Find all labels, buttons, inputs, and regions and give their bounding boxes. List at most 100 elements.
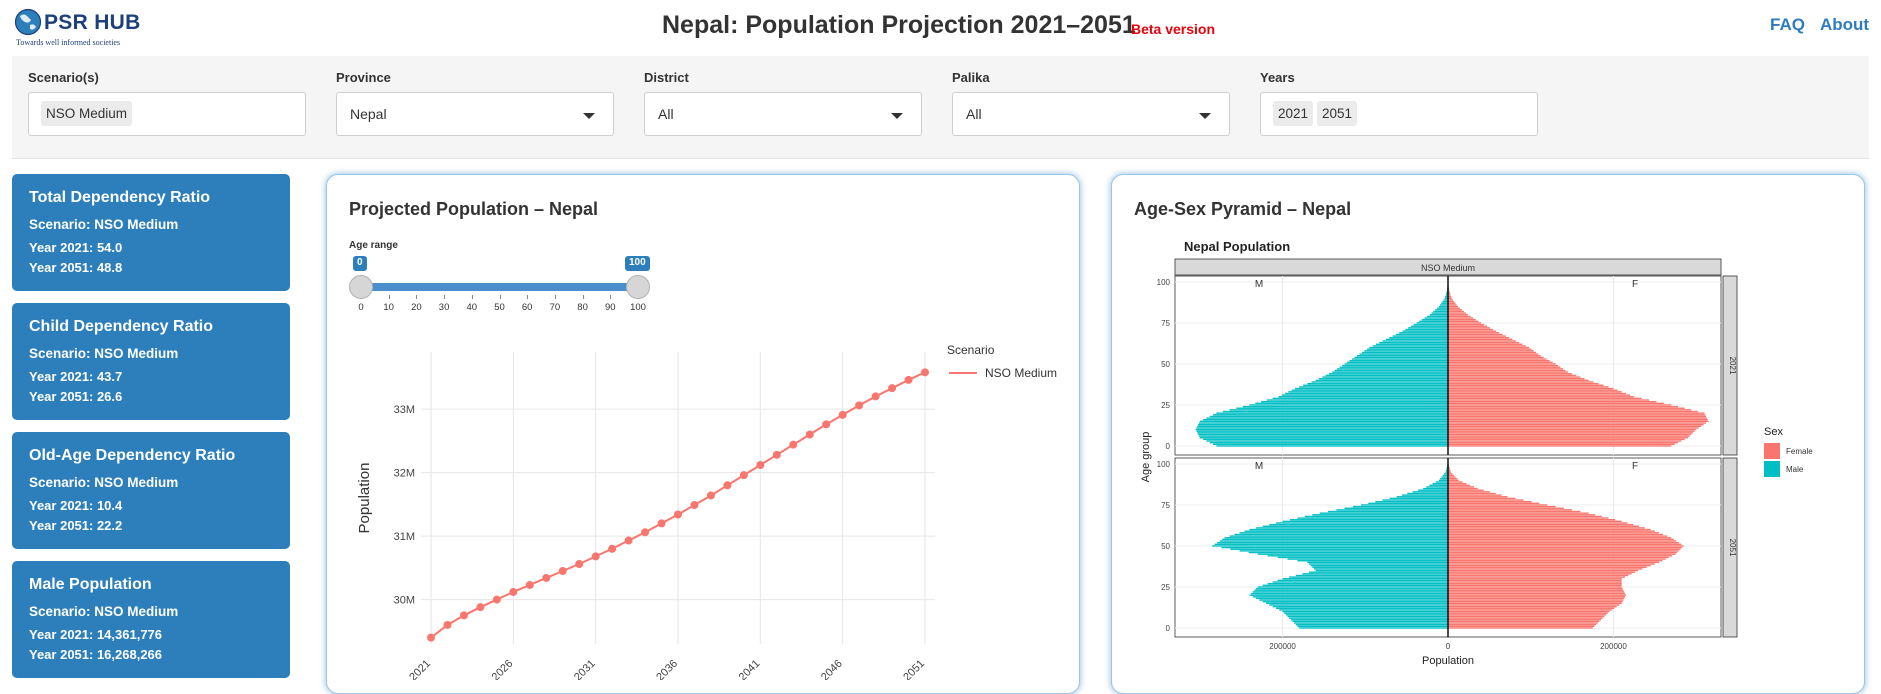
nav-link-about[interactable]: About <box>1820 15 1869 35</box>
female-bar <box>1448 534 1663 535</box>
data-point <box>493 596 501 604</box>
x-tick-label: 2051 <box>901 658 927 680</box>
female-bar <box>1448 352 1536 353</box>
male-bar <box>1399 332 1448 333</box>
palika-select[interactable]: All <box>952 92 1230 136</box>
male-bar <box>1269 604 1448 605</box>
male-bar <box>1425 317 1448 318</box>
slider-tick-label: 40 <box>467 302 478 313</box>
legend-title: Scenario <box>947 343 995 357</box>
male-bar <box>1303 385 1448 386</box>
palika-filter: Palika All <box>952 70 1230 136</box>
year-tag-2051[interactable]: 2051 <box>1317 101 1357 126</box>
male-bar <box>1316 570 1448 571</box>
female-bar <box>1448 408 1685 409</box>
data-point <box>723 481 731 489</box>
female-bar <box>1448 311 1464 312</box>
kpi-value-2021: Year 2021: 43.7 <box>29 369 273 384</box>
scenario-multiselect[interactable]: NSO Medium <box>28 92 306 136</box>
province-select[interactable]: Nepal <box>336 92 614 136</box>
legend-swatch <box>1764 443 1780 459</box>
male-bar <box>1267 399 1448 400</box>
female-bar <box>1448 563 1655 564</box>
y-tick-label: 33M <box>394 404 415 416</box>
female-bar <box>1448 480 1459 481</box>
male-bar <box>1243 406 1448 407</box>
female-bar <box>1448 619 1601 620</box>
male-bar <box>1414 324 1448 325</box>
male-bar <box>1314 568 1448 569</box>
age-range-track[interactable] <box>361 283 638 291</box>
female-bar <box>1448 504 1547 505</box>
x-tick-label: 200000 <box>1600 642 1627 651</box>
kpi-title: Old-Age Dependency Ratio <box>29 447 273 465</box>
male-bar <box>1291 619 1448 620</box>
male-bar <box>1215 544 1448 545</box>
female-bar <box>1448 508 1564 509</box>
male-bar <box>1276 608 1448 609</box>
kpi-total-dependency: Total Dependency Ratio Scenario: NSO Med… <box>12 174 290 291</box>
male-bar <box>1319 378 1448 379</box>
scenario-tag[interactable]: NSO Medium <box>41 101 132 126</box>
male-bar <box>1355 357 1448 358</box>
male-bar <box>1307 383 1448 384</box>
male-bar <box>1197 432 1448 433</box>
female-bar <box>1448 545 1684 546</box>
slider-tick <box>555 295 556 299</box>
year-tag-2021[interactable]: 2021 <box>1273 101 1313 126</box>
male-bar <box>1361 504 1448 505</box>
nav-link-faq[interactable]: FAQ <box>1770 15 1805 35</box>
y-axis-title: Age group <box>1140 432 1152 483</box>
kpi-value-2021: Year 2021: 10.4 <box>29 498 273 513</box>
male-bar <box>1276 522 1448 523</box>
female-bar <box>1448 419 1708 420</box>
globe-icon <box>14 8 42 36</box>
male-bar <box>1393 335 1448 336</box>
male-bar <box>1273 581 1448 582</box>
male-bar <box>1362 352 1448 353</box>
male-bar <box>1440 478 1448 479</box>
female-bar <box>1448 491 1490 492</box>
years-multiselect[interactable]: 2021 2051 <box>1260 92 1538 136</box>
male-bar <box>1316 380 1448 381</box>
female-bar <box>1448 555 1672 556</box>
female-bar <box>1448 626 1594 627</box>
male-bar <box>1297 626 1448 627</box>
data-point <box>575 560 583 568</box>
legend-label: Male <box>1786 465 1804 474</box>
logo-name: PSR HUB <box>44 11 141 35</box>
male-bar <box>1336 509 1448 510</box>
male-bar <box>1200 421 1448 422</box>
female-bar <box>1448 609 1612 610</box>
female-side-label: F <box>1632 279 1638 290</box>
years-filter-label: Years <box>1260 70 1538 92</box>
female-bar <box>1448 360 1550 361</box>
psr-hub-logo[interactable]: PSR HUB Towards well informed societies <box>14 8 144 48</box>
male-bar <box>1196 429 1448 430</box>
female-bar <box>1448 388 1613 389</box>
male-bar <box>1225 537 1448 538</box>
female-bar <box>1448 613 1608 614</box>
age-range-min-handle[interactable] <box>349 275 373 299</box>
female-bar <box>1448 539 1674 540</box>
province-filter: Province Nepal <box>336 70 614 136</box>
y-tick-label: 0 <box>1166 442 1171 451</box>
female-bar <box>1448 301 1454 302</box>
district-select[interactable]: All <box>644 92 922 136</box>
age-range-label: Age range <box>349 240 398 251</box>
slider-tick <box>610 295 611 299</box>
data-point <box>855 401 863 409</box>
age-range-max-handle[interactable] <box>626 275 650 299</box>
female-bar <box>1448 558 1666 559</box>
female-bar <box>1448 403 1664 404</box>
female-bar <box>1448 342 1519 343</box>
male-bar <box>1430 314 1448 315</box>
male-bar <box>1206 440 1448 441</box>
male-bar <box>1309 563 1448 564</box>
male-bar <box>1364 350 1448 351</box>
male-bar <box>1328 511 1448 512</box>
male-bar <box>1199 422 1448 423</box>
female-bar <box>1448 444 1675 445</box>
male-bar <box>1278 557 1448 558</box>
kpi-old-age-dependency: Old-Age Dependency Ratio Scenario: NSO M… <box>12 432 290 549</box>
